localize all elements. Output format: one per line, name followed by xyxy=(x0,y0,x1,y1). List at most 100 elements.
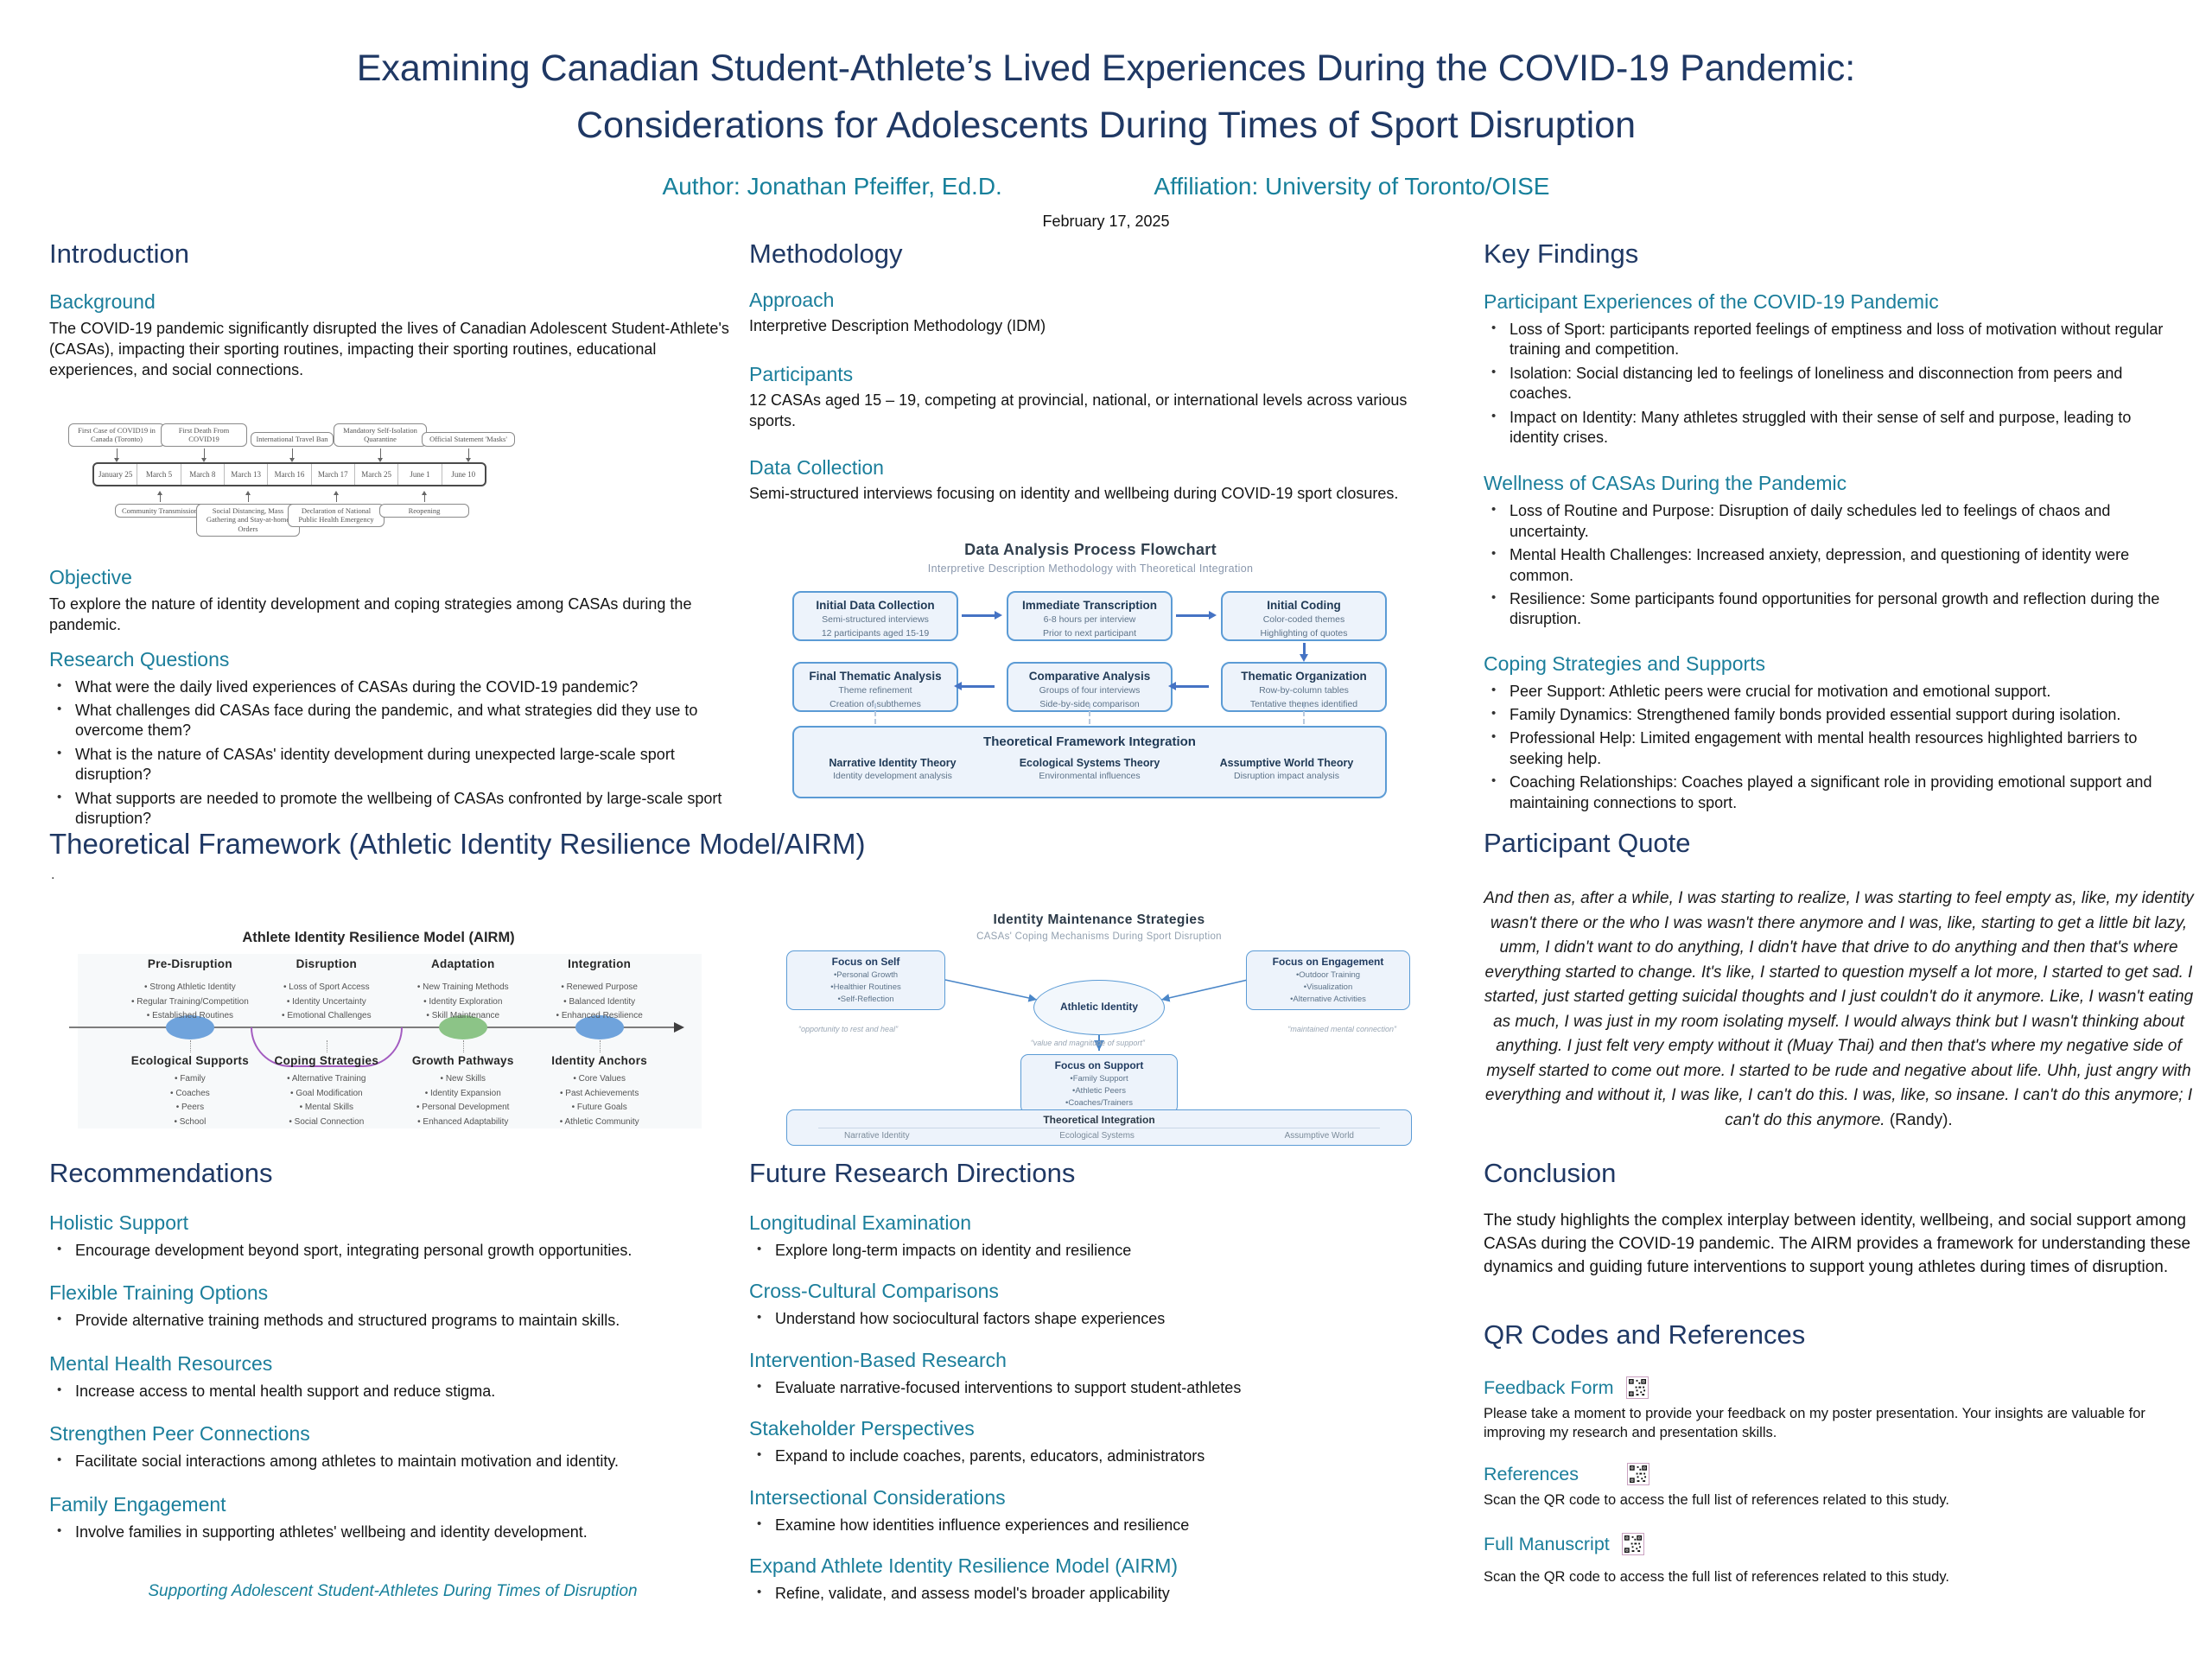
participant-quote-section: Participant Quote And then as, after a w… xyxy=(1484,828,2194,1133)
timeline-event: Official Statement 'Masks' xyxy=(422,432,515,447)
bullet-item: Identity Exploration xyxy=(377,995,550,1010)
timeline-event: Mandatory Self-Isolation Quarantine xyxy=(334,423,427,447)
approach-subheading: Approach xyxy=(749,289,835,311)
focus-on-engagement-box: Focus on Engagement Outdoor Training Vis… xyxy=(1246,950,1410,1011)
airm-diagram: Athlete Identity Resilience Model (AIRM)… xyxy=(54,930,703,1134)
bullet-item: Coaches xyxy=(104,1087,276,1102)
timeline-event: International Travel Ban xyxy=(251,432,334,447)
future-subheading: Longitudinal Examination xyxy=(749,1211,972,1234)
theory: Narrative Identity Theory Identity devel… xyxy=(794,757,991,781)
flowchart-step-detail: Row-by-column tables xyxy=(1259,684,1349,696)
theory-desc: Environmental influences xyxy=(1039,770,1141,781)
airm-anchor-list: Family Coaches Peers School xyxy=(104,1072,276,1129)
recommendation-subheading: Strengthen Peer Connections xyxy=(49,1422,310,1446)
data-collection-subheading: Data Collection xyxy=(749,455,884,479)
key-findings-section: Key Findings Participant Experiences of … xyxy=(1484,238,2183,813)
flowchart-title: Data Analysis Process Flowchart xyxy=(964,540,1217,558)
bullet-item: Core Values xyxy=(513,1072,686,1087)
airm-anchor: Identity Anchors Core Values Past Achiev… xyxy=(513,1054,686,1129)
future-research-heading: Future Research Directions xyxy=(749,1158,1076,1188)
bullet-item: Resilience: Some participants found oppo… xyxy=(1484,589,2183,630)
poster-date: February 17, 2025 xyxy=(1042,213,1170,230)
timeline-arrow-up xyxy=(245,490,251,502)
theory-desc: Disruption impact analysis xyxy=(1234,770,1339,781)
recommendation-subheading: Mental Health Resources xyxy=(49,1351,273,1375)
bullet-item: What challenges did CASAs face during th… xyxy=(49,701,736,741)
qr-item-label: References xyxy=(1484,1464,1579,1485)
bullet-item: New Skills xyxy=(377,1072,550,1087)
bullet-item: Enhanced Resilience xyxy=(513,1009,686,1024)
quote-text: And then as, after a while, I was starti… xyxy=(1484,887,2194,1133)
airm-anchor-list: New Skills Identity Expansion Personal D… xyxy=(377,1072,550,1129)
flowchart-subtitle: Interpretive Description Methodology wit… xyxy=(927,562,1254,575)
timeline-event: Community Transmission xyxy=(115,503,205,518)
key-findings-heading: Key Findings xyxy=(1484,238,1639,269)
bullet-item: What were the daily lived experiences of… xyxy=(49,677,736,697)
bullet-item: Healthier Routines xyxy=(790,982,942,994)
data-analysis-flowchart: Data Analysis Process Flowchart Interpre… xyxy=(785,541,1395,800)
data-collection-text: Semi-structured interviews focusing on i… xyxy=(749,484,1399,502)
recommendation-list: Increase access to mental health support… xyxy=(49,1382,736,1402)
bullet-item: Balanced Identity xyxy=(513,995,686,1010)
airm-stage-list: New Training Methods Identity Exploratio… xyxy=(377,981,550,1024)
bullet-item: New Training Methods xyxy=(377,981,550,995)
timeline-event: Reopening xyxy=(379,503,469,518)
future-research-section: Future Research Directions Longitudinal … xyxy=(749,1158,1440,1604)
ims-box-list: Personal Growth Healthier Routines Self-… xyxy=(790,969,942,1005)
timeline-bar: January 25 March 5 March 8 March 13 Marc… xyxy=(92,461,486,486)
flowchart-arrow-left xyxy=(954,681,995,690)
integration-label: Ecological Systems xyxy=(1059,1131,1135,1141)
recommendation-subheading: Holistic Support xyxy=(49,1211,189,1234)
bullet-item: Athletic Peers xyxy=(1024,1085,1174,1097)
airm-stage: Adaptation New Training Methods Identity… xyxy=(377,957,550,1024)
qr-code-icon xyxy=(1625,1376,1649,1399)
timeline-arrow-down xyxy=(201,448,207,462)
recommendation-list: Involve families in supporting athletes'… xyxy=(49,1522,736,1542)
qr-item-text: Please take a moment to provide your fee… xyxy=(1484,1405,2145,1441)
qr-item-feedback-form: Feedback Form Please take a moment to pr… xyxy=(1484,1376,2194,1443)
timeline-date: March 16 xyxy=(267,463,310,485)
airm-stage-list: Strong Athletic Identity Regular Trainin… xyxy=(104,981,276,1024)
airm-anchor-list: Alternative Training Goal Modification M… xyxy=(240,1072,413,1129)
findings-list: Loss of Routine and Purpose: Disruption … xyxy=(1484,501,2183,629)
qr-item-references: References Scan the QR code to access th… xyxy=(1484,1463,2194,1510)
bullet-item: Loss of Routine and Purpose: Disruption … xyxy=(1484,501,2183,542)
focus-on-self-box: Focus on Self Personal Growth Healthier … xyxy=(786,950,945,1011)
bullet-item: Emotional Challenges xyxy=(240,1009,413,1024)
bullet-item: Established Routines xyxy=(104,1009,276,1024)
introduction-heading: Introduction xyxy=(49,238,189,269)
ims-box-title: Focus on Support xyxy=(1054,1059,1144,1071)
flowchart-step-detail: Color-coded themes xyxy=(1262,613,1345,625)
ims-caption: “opportunity to rest and heal” xyxy=(798,1025,899,1033)
bullet-item: Explore long-term impacts on identity an… xyxy=(749,1241,1440,1261)
bullet-item: Goal Modification xyxy=(240,1087,413,1102)
quote-attribution: (Randy). xyxy=(1889,1110,1953,1129)
flowchart-step-title: Comparative Analysis xyxy=(1028,669,1151,683)
flowchart-step: Immediate Transcription 6-8 hours per in… xyxy=(1007,590,1173,641)
athletic-identity-label: Athletic Identity xyxy=(1059,1001,1138,1014)
bullet-item: Peers xyxy=(104,1101,276,1116)
framework-note: . xyxy=(51,868,55,882)
timeline-arrow-up xyxy=(422,490,427,502)
qr-item-label: Full Manuscript xyxy=(1484,1533,1610,1554)
flowchart-step-detail: Theme refinement xyxy=(838,684,912,696)
bullet-item: Understand how sociocultural factors sha… xyxy=(749,1309,1440,1329)
byline: Author: Jonathan Pfeiffer, Ed.D. Affilia… xyxy=(0,173,2212,200)
ims-integration-labels: Narrative Identity Ecological Systems As… xyxy=(787,1128,1411,1141)
bullet-item: Involve families in supporting athletes'… xyxy=(49,1522,736,1542)
bullet-item: Mental Health Challenges: Increased anxi… xyxy=(1484,545,2183,586)
airm-title: Athlete Identity Resilience Model (AIRM) xyxy=(242,930,515,945)
timeline-event: First Death From COVID19 xyxy=(161,423,247,447)
bullet-item: Strong Athletic Identity xyxy=(104,981,276,995)
conclusion-section: Conclusion The study highlights the comp… xyxy=(1484,1158,2194,1586)
bullet-item: Skill Maintenance xyxy=(377,1009,550,1024)
objective-subheading: Objective xyxy=(49,565,132,588)
flowchart-dashed-connector xyxy=(874,702,876,724)
findings-list: Peer Support: Athletic peers were crucia… xyxy=(1484,682,2183,813)
ims-box-list: Outdoor Training Visualization Alternati… xyxy=(1249,969,1407,1005)
qr-item-full-manuscript: Full Manuscript Scan the QR code to acce… xyxy=(1484,1532,2194,1586)
bullet-item: Expand to include coaches, parents, educ… xyxy=(749,1446,1440,1466)
integration-title: Theoretical Framework Integration xyxy=(983,734,1196,749)
qr-item-title: Full Manuscript xyxy=(1484,1532,2194,1555)
